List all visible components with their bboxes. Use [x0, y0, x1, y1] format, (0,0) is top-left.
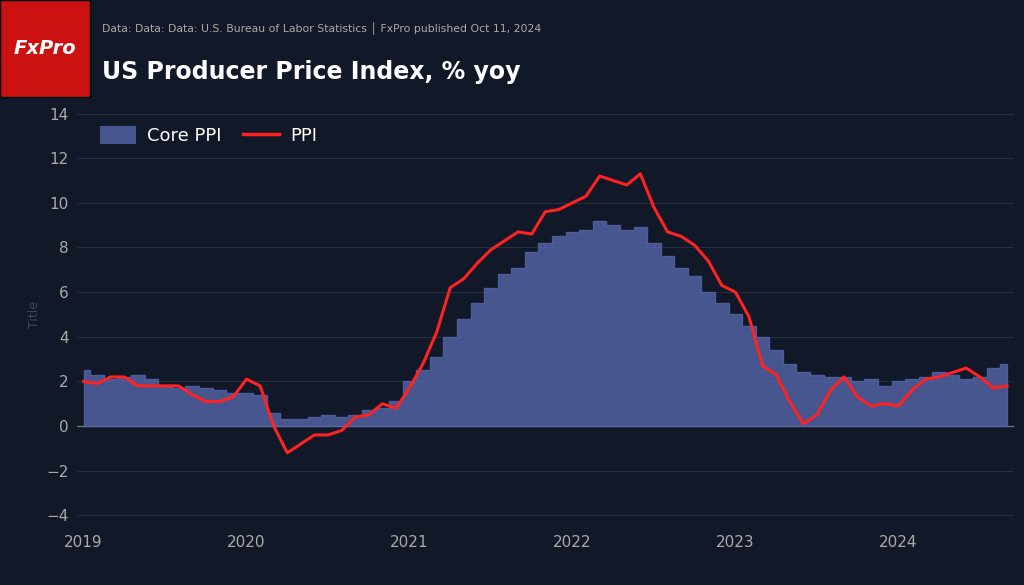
- Text: FxPro: FxPro: [13, 39, 77, 58]
- FancyBboxPatch shape: [0, 0, 90, 97]
- Text: US Producer Price Index, % yoy: US Producer Price Index, % yoy: [102, 60, 521, 84]
- Y-axis label: Title: Title: [28, 301, 41, 328]
- Legend: Core PPI, PPI: Core PPI, PPI: [86, 111, 332, 160]
- Text: Data: Data: Data: U.S. Bureau of Labor Statistics │ FxPro published Oct 11, 2024: Data: Data: Data: U.S. Bureau of Labor S…: [102, 22, 542, 36]
